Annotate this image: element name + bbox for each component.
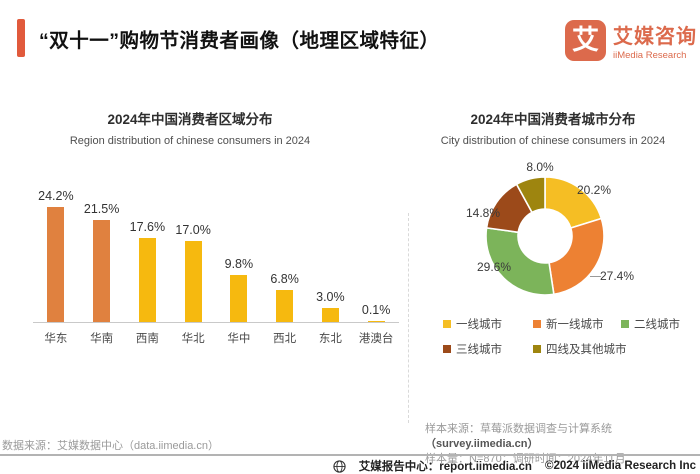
donut-slice-label: 29.6% [476,260,512,274]
donut-chart [485,176,605,296]
legend-item: 四线及其他城市 [533,341,627,357]
bar-column: 0.1% [353,186,399,322]
legend-label: 四线及其他城市 [546,344,627,356]
bar [321,307,339,322]
bar [230,275,248,322]
bar-category-label: 华东 [44,333,68,345]
bar-category-label: 西南 [135,333,159,345]
bar-value-label: 6.8% [270,271,299,286]
bar [47,207,65,322]
bar-column: 17.6% [125,186,171,322]
bar-column: 21.5% [79,186,125,322]
logo-name-en: iiMedia Research [613,50,687,61]
sample-source-url: （survey.iimedia.cn） [425,438,539,450]
legend-marker-icon [533,345,541,353]
bar-value-label: 24.2% [38,189,74,204]
legend-item: 二线城市 [621,316,680,332]
legend-label: 二线城市 [634,319,680,331]
bar-chart-plot: 24.2% 21.5% 17.6% 17.0% 9.8% 6.8% 3.0% 0.1% [33,186,399,323]
donut-chart-subtitle: City distribution of chinese consumers i… [440,135,666,147]
bar-value-label: 9.8% [224,257,254,272]
bar-column: 24.2% [33,186,79,322]
bar [367,321,385,322]
legend-item: 三线城市 [443,341,533,357]
donut-slice [485,227,555,296]
donut-slice-label: 20.2% [576,183,612,197]
bar-column: 9.8% [216,186,262,322]
bar-column: 3.0% [308,186,354,322]
donut-slice-label: 27.4% [599,269,635,283]
data-source-note: 数据来源：艾媒数据中心（data.iimedia.cn） [2,440,219,452]
sample-source-line: 样本来源：草莓派数据调查与计算系统 （survey.iimedia.cn） [425,422,700,452]
bar-category-label: 华南 [90,333,114,345]
bar-value-label: 3.0% [316,289,345,304]
bar-column: 17.0% [170,186,216,322]
donut-slice-label: 14.8% [465,206,501,220]
bar-column: 6.8% [262,186,308,322]
bar-chart-title: 2024年中国消费者区域分布 [107,112,273,127]
report-center-text: 艾媒报告中心：report.iimedia.cn [358,461,532,473]
legend-marker-icon [443,320,451,328]
footer: 艾媒报告中心：report.iimedia.cn ©2024 iiMedia R… [333,458,696,474]
sample-source-prefix: 样本来源：草莓派数据调查与计算系统 [425,423,612,435]
donut-chart-header: 2024年中国消费者城市分布 City distribution of chin… [420,108,686,147]
legend-item: 一线城市 [443,316,533,332]
sample-source-note: 样本来源：草莓派数据调查与计算系统 （survey.iimedia.cn） 样本… [425,422,700,467]
bar-value-label: 17.0% [175,223,211,238]
bar-value-label: 17.6% [129,220,166,235]
bar [276,289,294,322]
bar-category-label: 西北 [273,333,297,345]
bar-value-label: 0.1% [361,303,391,317]
copyright-text: ©2024 iiMedia Research Inc [544,460,696,472]
footer-divider [0,454,700,456]
bar-value-label: 21.5% [83,201,120,216]
title-accent-bar [17,19,25,57]
bar-category-label: 港澳台 [358,333,394,345]
legend-marker-icon [533,320,541,328]
logo-name-cn: 艾媒咨询 [613,26,697,48]
bar-category-label: 华北 [181,333,205,345]
legend-marker-icon [443,345,451,353]
bar-chart: 24.2% 21.5% 17.6% 17.0% 9.8% 6.8% 3.0% 0.1% 华东华… [33,186,399,346]
legend-label: 三线城市 [456,344,502,356]
donut-slice-label: 8.0% [526,160,554,174]
donut-legend: 一线城市 新一线城市 二线城市三线城市 四线及其他城市 [443,316,680,357]
legend-marker-icon [621,320,629,328]
panel-divider [408,213,409,423]
bar-chart-subtitle: Region distribution of chinese consumers… [69,135,311,147]
legend-item: 新一线城市 [533,316,621,332]
bar-chart-axis-labels: 华东 华南 西南 华北 华中 西北 东北 港澳台 [33,323,399,346]
bar [93,219,111,322]
bar-category-label: 东北 [318,333,342,345]
donut-leader-line [590,276,601,277]
iimedia-logo: 艾 艾媒咨询 iiMedia Research [565,20,697,61]
donut-chart-title: 2024年中国消费者城市分布 [470,112,636,127]
globe-icon [333,459,346,473]
legend-label: 一线城市 [456,319,502,331]
bar-chart-header: 2024年中国消费者区域分布 Region distribution of ch… [25,108,355,147]
page-title: “双十一”购物节消费者画像（地理区域特征） [39,30,440,52]
donut-slice [548,217,605,296]
bar [138,238,156,322]
bar [184,241,202,322]
logo-text-block: 艾媒咨询 iiMedia Research [613,20,697,61]
legend-label: 新一线城市 [546,319,604,331]
iimedia-logo-icon: 艾 [565,20,606,61]
donut-slice [515,176,546,214]
sample-info-line: 样本量：N=870；调研时间：2024年11月 [425,453,626,465]
bar-category-label: 华中 [227,333,251,345]
